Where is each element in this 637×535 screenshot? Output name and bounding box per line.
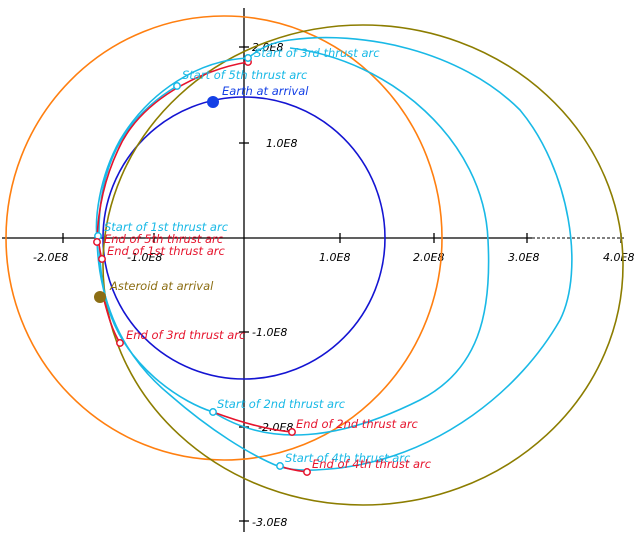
thrust-arc-3rd — [103, 299, 121, 344]
x-tick-label: 1.0E8 — [319, 251, 350, 264]
start-3rd-marker — [244, 54, 252, 62]
y-tick-label: -3.0E8 — [252, 516, 287, 529]
thrust-arc-2nd — [212, 411, 293, 433]
end-1st-label: End of 1st thrust arc — [107, 244, 225, 258]
end-3rd-marker — [116, 339, 124, 347]
x-tick-label: 3.0E8 — [508, 251, 539, 264]
start-4th-label: Start of 4th thrust arc — [285, 451, 411, 465]
start-2nd-label: Start of 2nd thrust arc — [217, 397, 346, 411]
coast-arc-outer — [95, 36, 573, 471]
x-tick-label: -2.0E8 — [33, 251, 68, 264]
start-2nd-marker — [209, 408, 217, 416]
earth-arrival-label: Earth at arrival — [222, 84, 309, 98]
x-tick-label: -1.0E8 — [127, 251, 162, 264]
start-5th-marker — [173, 82, 181, 90]
asteroid-marker — [94, 291, 106, 303]
x-tick-label: 4.0E8 — [603, 251, 634, 264]
end-5th-near-marker — [93, 238, 101, 246]
end-2nd-label: End of 2nd thrust arc — [296, 417, 419, 431]
end-4th-label: End of 4th thrust arc — [312, 457, 432, 471]
end-3rd-label: End of 3rd thrust arc — [126, 328, 246, 342]
annotations: Earth at arrival Asteroid at arrival Sta… — [104, 46, 432, 471]
end-2nd-marker — [288, 428, 296, 436]
start-4th-marker — [276, 462, 284, 470]
start-3rd-label: Start of 3rd thrust arc — [254, 46, 380, 60]
y-tick-label: -1.0E8 — [252, 326, 287, 339]
earth-orbit — [102, 96, 386, 380]
thrust-arc-5th — [96, 61, 249, 241]
y-tick-label: 1.0E8 — [266, 137, 297, 150]
arc-markers — [93, 54, 311, 476]
earth-marker — [207, 96, 219, 108]
start-1st-label: Start of 1st thrust arc — [104, 220, 229, 234]
x-tick-label: 2.0E8 — [413, 251, 444, 264]
asteroid-arrival-label: Asteroid at arrival — [109, 279, 214, 293]
transfer-orbit-circle — [5, 15, 443, 461]
end-5th-label: End of 5th thrust arc — [104, 232, 224, 246]
asteroid-orbit — [102, 24, 624, 506]
start-5th-label: Start of 5th thrust arc — [182, 68, 308, 82]
end-4th-marker — [303, 468, 311, 476]
end-1st-marker — [98, 255, 106, 263]
